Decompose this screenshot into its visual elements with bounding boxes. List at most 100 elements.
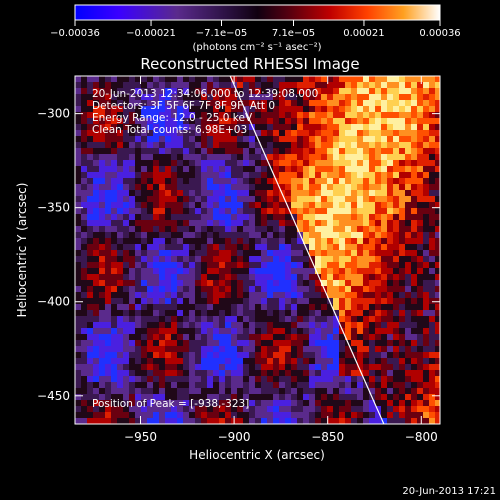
heatmap-cell xyxy=(297,190,303,196)
heatmap-cell xyxy=(333,154,339,160)
heatmap-cell xyxy=(399,334,405,340)
heatmap-cell xyxy=(435,328,440,334)
heatmap-cell xyxy=(87,106,93,112)
heatmap-cell xyxy=(315,178,321,184)
heatmap-cell xyxy=(111,310,117,316)
heatmap-cell xyxy=(333,256,339,262)
heatmap-cell xyxy=(171,262,177,268)
heatmap-cell xyxy=(387,160,393,166)
heatmap-cell xyxy=(279,394,285,400)
heatmap-cell xyxy=(153,292,159,298)
heatmap-cell xyxy=(75,250,81,256)
heatmap-cell xyxy=(129,310,135,316)
heatmap-cell xyxy=(159,214,165,220)
heatmap-cell xyxy=(189,262,195,268)
heatmap-cell xyxy=(417,346,423,352)
heatmap-cell xyxy=(153,370,159,376)
heatmap-cell xyxy=(111,268,117,274)
heatmap-cell xyxy=(177,394,183,400)
heatmap-cell xyxy=(159,412,165,418)
heatmap-cell xyxy=(297,136,303,142)
heatmap-cell xyxy=(255,196,261,202)
heatmap-cell xyxy=(171,316,177,322)
heatmap-cell xyxy=(237,358,243,364)
heatmap-cell xyxy=(141,106,147,112)
heatmap-cell xyxy=(297,244,303,250)
heatmap-cell xyxy=(177,106,183,112)
heatmap-cell xyxy=(147,268,153,274)
heatmap-cell xyxy=(123,112,129,118)
heatmap-cell xyxy=(411,166,417,172)
heatmap-cell xyxy=(219,88,225,94)
heatmap-cell xyxy=(87,346,93,352)
heatmap-cell xyxy=(279,274,285,280)
annotation-total-counts: Clean Total counts: 6.98E+03 xyxy=(92,124,247,136)
heatmap-cell xyxy=(249,238,255,244)
heatmap-cell xyxy=(189,232,195,238)
heatmap-cell xyxy=(279,106,285,112)
heatmap-cell xyxy=(357,118,363,124)
heatmap-cell xyxy=(219,160,225,166)
heatmap-cell xyxy=(171,82,177,88)
heatmap-cell xyxy=(141,304,147,310)
heatmap-cell xyxy=(153,136,159,142)
heatmap-cell xyxy=(123,322,129,328)
heatmap-cell xyxy=(369,346,375,352)
heatmap-cell xyxy=(183,304,189,310)
heatmap-cell xyxy=(243,232,249,238)
heatmap-cell xyxy=(81,226,87,232)
heatmap-cell xyxy=(207,406,213,412)
heatmap-cell xyxy=(393,124,399,130)
heatmap-cell xyxy=(261,262,267,268)
heatmap-cell xyxy=(267,370,273,376)
heatmap-cell xyxy=(255,190,261,196)
heatmap-cell xyxy=(141,202,147,208)
heatmap-cell xyxy=(249,124,255,130)
heatmap-cell xyxy=(411,394,417,400)
heatmap-cell xyxy=(321,304,327,310)
heatmap-cell xyxy=(405,244,411,250)
heatmap-cell xyxy=(147,130,153,136)
heatmap-cell xyxy=(165,238,171,244)
heatmap-cell xyxy=(111,280,117,286)
heatmap-cell xyxy=(387,400,393,406)
heatmap-cell xyxy=(435,310,440,316)
heatmap-cell xyxy=(141,100,147,106)
heatmap-cell xyxy=(219,340,225,346)
heatmap-cell xyxy=(237,166,243,172)
heatmap-cell xyxy=(255,370,261,376)
heatmap-cell xyxy=(423,382,429,388)
heatmap-cell xyxy=(351,406,357,412)
heatmap-cell xyxy=(429,376,435,382)
heatmap-cell xyxy=(423,154,429,160)
heatmap-cell xyxy=(345,334,351,340)
heatmap-cell xyxy=(81,118,87,124)
heatmap-cell xyxy=(321,190,327,196)
heatmap-cell xyxy=(411,376,417,382)
heatmap-cell xyxy=(267,184,273,190)
heatmap-cell xyxy=(243,76,249,82)
heatmap-cell xyxy=(327,124,333,130)
heatmap-cell xyxy=(333,292,339,298)
heatmap-cell xyxy=(159,346,165,352)
heatmap-cell xyxy=(279,166,285,172)
heatmap-cell xyxy=(435,82,440,88)
heatmap-cell xyxy=(297,406,303,412)
heatmap-cell xyxy=(159,118,165,124)
heatmap-cell xyxy=(345,412,351,418)
heatmap-cell xyxy=(309,250,315,256)
heatmap-cell xyxy=(195,124,201,130)
heatmap-cell xyxy=(429,364,435,370)
heatmap-cell xyxy=(87,340,93,346)
heatmap-cell xyxy=(267,316,273,322)
heatmap-cell xyxy=(315,226,321,232)
heatmap-cell xyxy=(339,208,345,214)
heatmap-cell xyxy=(363,172,369,178)
heatmap-cell xyxy=(117,124,123,130)
heatmap-cell xyxy=(291,178,297,184)
heatmap-cell xyxy=(159,202,165,208)
heatmap-cell xyxy=(249,112,255,118)
heatmap-cell xyxy=(111,346,117,352)
heatmap-cell xyxy=(321,262,327,268)
heatmap-cell xyxy=(225,304,231,310)
